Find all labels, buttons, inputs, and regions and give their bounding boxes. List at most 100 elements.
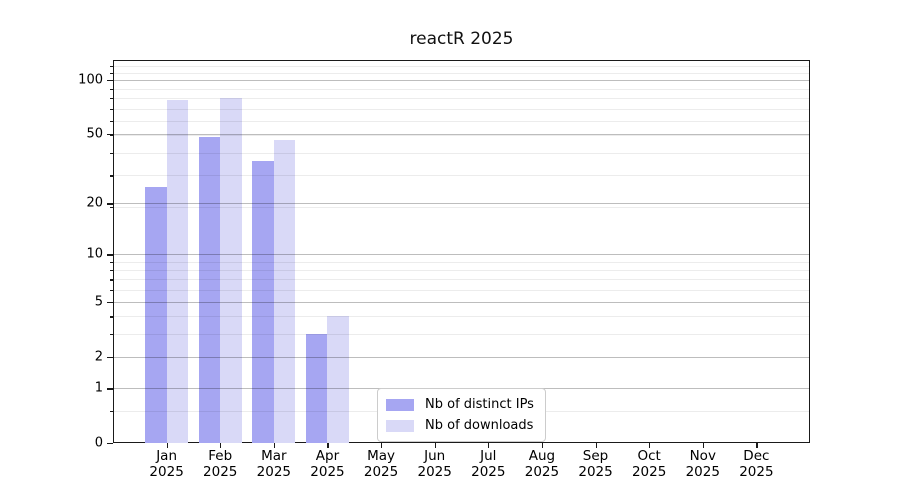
gridline-minor: [113, 279, 810, 281]
y-axis-minor-tick: [109, 411, 113, 413]
x-axis-tick-label: Jul 2025: [471, 448, 505, 480]
legend-swatch: [386, 419, 414, 432]
gridline-minor: [113, 270, 810, 272]
x-axis-tick-label: Jan 2025: [149, 448, 183, 480]
x-axis-year: 2025: [417, 464, 452, 480]
y-axis-minor-tick: [109, 316, 113, 318]
x-axis-year: 2025: [203, 464, 238, 480]
legend-label: Nb of downloads: [425, 418, 534, 433]
gridline-minor: [113, 289, 810, 291]
y-axis-tick-label: 1: [94, 380, 103, 396]
gridline-minor: [113, 175, 810, 177]
y-axis-tick: [107, 443, 113, 445]
y-axis-minor-tick: [109, 98, 113, 100]
x-axis-tick: [595, 443, 597, 448]
x-axis-month: Nov: [689, 448, 716, 464]
x-axis-tick-label: Nov 2025: [686, 448, 720, 480]
x-axis-month: Jun: [424, 448, 446, 464]
bar-apr-downloads: [327, 316, 349, 443]
y-axis-minor-tick: [109, 66, 113, 68]
x-axis-tick: [541, 443, 544, 448]
gridline-major: [113, 203, 810, 205]
y-axis-minor-tick: [109, 73, 113, 75]
y-axis-tick: [107, 302, 113, 304]
x-axis-tick-label: Feb 2025: [203, 448, 237, 480]
bar-apr-distinct-ips: [305, 333, 328, 443]
gridline-minor: [113, 207, 810, 209]
x-axis-month: May: [367, 448, 396, 464]
x-axis-tick-label: Sep 2025: [578, 448, 612, 480]
x-axis-year: 2025: [256, 464, 292, 480]
gridline-minor: [113, 333, 810, 335]
bar-feb-distinct-ips: [198, 136, 221, 443]
x-axis-tick: [488, 443, 490, 448]
x-axis-tick-label: Oct 2025: [632, 448, 666, 480]
x-axis-month: Mar: [261, 448, 287, 464]
legend: Nb of distinct IPs Nb of downloads: [377, 388, 546, 442]
x-axis-tick: [756, 443, 758, 448]
y-axis-tick: [107, 133, 113, 135]
y-axis-tick: [107, 356, 113, 358]
y-axis-minor-tick: [109, 175, 113, 177]
y-axis-minor-tick: [109, 270, 113, 272]
y-axis-tick-label: 100: [78, 72, 103, 88]
gridline-minor: [113, 73, 810, 75]
gridline-minor: [113, 261, 810, 263]
x-axis-tick: [166, 443, 168, 448]
gridline-major: [113, 302, 810, 304]
x-axis-tick-label: Aug 2025: [525, 448, 559, 480]
gridline-minor: [113, 152, 810, 154]
x-axis-tick-label: May 2025: [364, 448, 398, 480]
y-axis-tick-label: 2: [94, 349, 103, 365]
y-axis-minor-tick: [109, 261, 113, 263]
x-axis-month: Aug: [528, 448, 556, 464]
x-axis-year: 2025: [471, 464, 506, 480]
y-axis-minor-tick: [109, 135, 113, 137]
x-axis-month: Jul: [480, 448, 497, 464]
y-axis-minor-tick: [109, 279, 113, 281]
gridline-minor: [113, 120, 810, 122]
y-axis-minor-tick: [109, 88, 113, 91]
x-axis-month: Jan: [156, 448, 178, 464]
bar-mar-distinct-ips: [252, 161, 274, 443]
gridline-major: [113, 254, 810, 256]
y-axis-minor-tick: [109, 108, 113, 110]
x-axis-tick-label: Mar 2025: [257, 448, 291, 480]
y-axis-minor-tick: [109, 333, 113, 336]
chart-title: reactR 2025: [409, 29, 514, 49]
y-axis-minor-tick: [109, 152, 113, 154]
gridline-minor: [113, 135, 810, 137]
x-axis-year: 2025: [149, 464, 184, 480]
y-axis-tick-label: 5: [94, 294, 103, 310]
legend-item: Nb of downloads: [386, 417, 534, 434]
x-axis-month: Sep: [582, 448, 609, 464]
x-axis-month: Dec: [743, 448, 770, 464]
x-axis-month: Feb: [208, 448, 233, 464]
x-axis-tick: [220, 443, 222, 448]
y-axis-tick-label: 0: [94, 435, 103, 451]
x-axis-tick: [702, 443, 704, 448]
y-axis-minor-tick: [109, 120, 113, 123]
x-axis-year: 2025: [631, 464, 667, 480]
x-axis-year: 2025: [578, 464, 613, 480]
x-axis-year: 2025: [310, 464, 345, 480]
bar-jan-downloads: [166, 100, 189, 443]
x-axis-tick: [381, 443, 383, 448]
gridline-major: [113, 79, 810, 81]
x-axis-year: 2025: [363, 464, 399, 480]
bar-feb-downloads: [220, 98, 242, 443]
x-axis-tick: [649, 443, 651, 448]
gridline-major: [113, 356, 810, 358]
x-axis-tick-label: Jun 2025: [418, 448, 452, 480]
x-axis-tick: [273, 443, 276, 448]
y-axis-tick: [107, 203, 113, 205]
gridline-major: [113, 133, 810, 135]
x-axis-year: 2025: [524, 464, 560, 480]
bar-jan-distinct-ips: [145, 186, 167, 443]
gridline-minor: [113, 108, 810, 110]
legend-label: Nb of distinct IPs: [425, 397, 534, 412]
gridline-minor: [113, 66, 810, 68]
legend-swatch: [386, 398, 414, 411]
bar-mar-downloads: [273, 140, 296, 443]
